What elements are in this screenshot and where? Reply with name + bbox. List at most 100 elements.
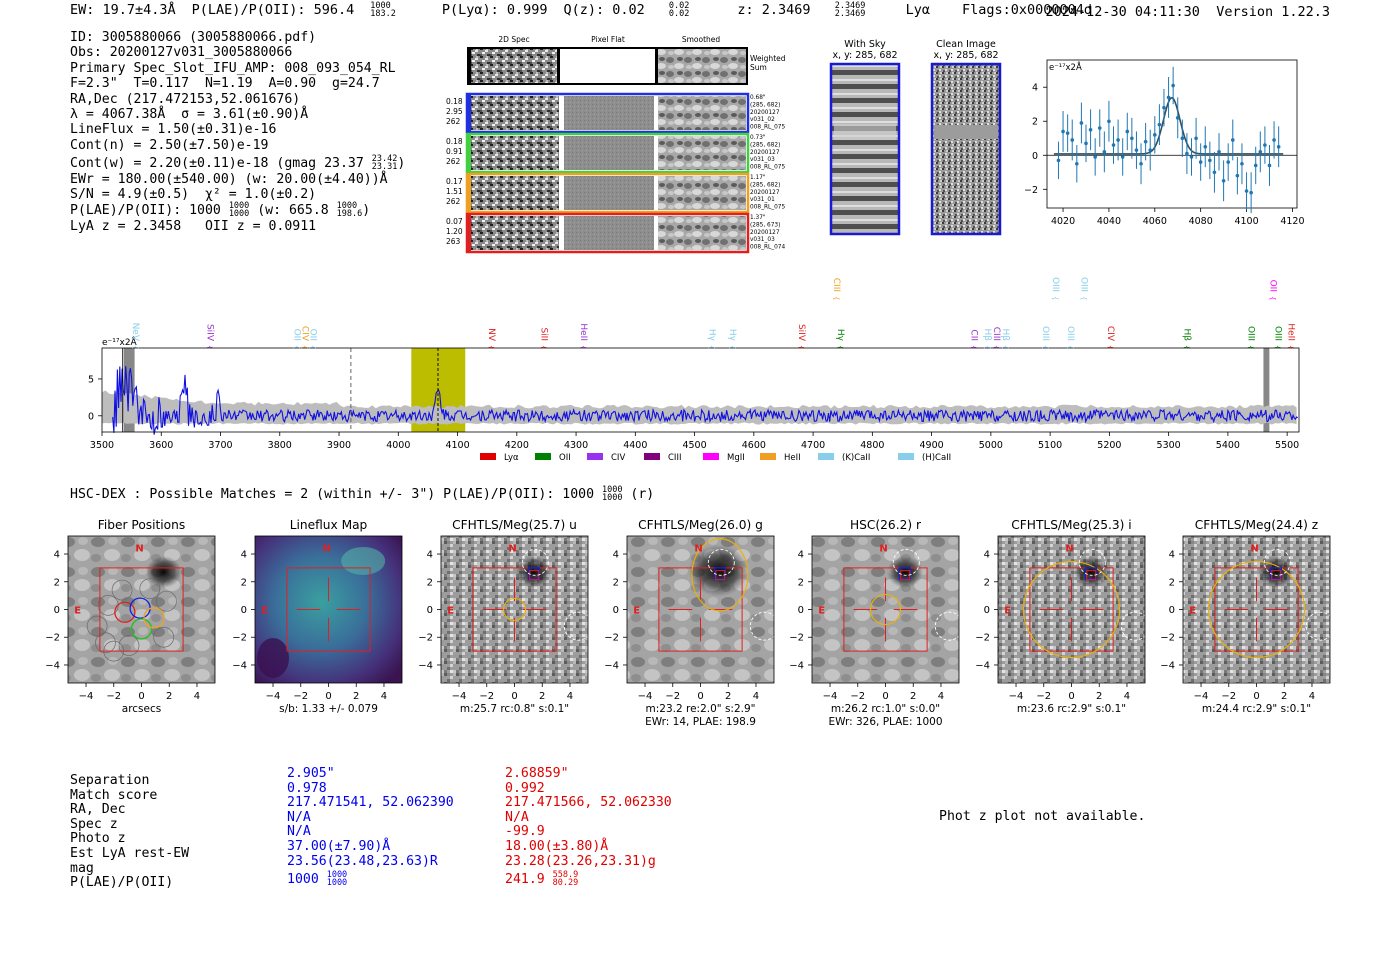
aperture-ellipse	[691, 538, 749, 612]
fiber-circle	[156, 590, 177, 612]
stamp-caption: arcsecs	[122, 703, 161, 715]
legend-swatch	[480, 453, 496, 460]
search-box	[472, 567, 557, 652]
fiber-smoothed	[658, 216, 746, 250]
plya-value: P(Lyα): 0.999	[441, 2, 548, 18]
zoom-xtick-label: 4100	[1234, 216, 1258, 227]
stamp-ytick-label: −2	[45, 633, 60, 644]
zoom-point	[1263, 143, 1267, 147]
fiber-pixel-flat	[564, 136, 654, 170]
spectrum-xtick-label: 5100	[1038, 440, 1062, 451]
info-contn: Cont(n) = 2.50(±7.50)e-19	[70, 137, 269, 153]
stamp-xtick-label: 2	[1096, 691, 1102, 702]
line-label-text: Hγ	[706, 329, 716, 342]
match-label: mag	[70, 860, 94, 876]
fiber-row-note: 008_RL_075	[750, 205, 785, 211]
line-label: OIII {	[1050, 277, 1060, 301]
weighted-sum-row: Weighted Sum	[467, 47, 786, 85]
catalog-circle	[521, 548, 549, 576]
stamp-title: CFHTLS/Meg(25.7) u	[452, 518, 577, 532]
line-label-brace: {	[836, 345, 844, 349]
stamp-xtick-label: 2	[166, 691, 172, 702]
zoom-point	[1157, 122, 1162, 127]
flux-hotspot	[341, 546, 386, 575]
info-id: ID: 3005880066 (3005880066.pdf)	[70, 30, 317, 45]
legend-label: (K)CaII	[842, 453, 870, 463]
zoom-point	[1249, 190, 1253, 195]
stamp-ytick-label: 4	[1169, 550, 1175, 561]
line-label-text: CIII	[831, 278, 841, 292]
stamp-image	[68, 536, 215, 683]
line-label: Hγ {	[706, 329, 716, 350]
line-label-text: Hβ	[1000, 328, 1010, 341]
zoom-point	[1148, 148, 1153, 152]
fiber-row-value: 262	[446, 117, 461, 126]
stamp-ytick-label: 2	[984, 577, 990, 588]
match-value: 37.00(±7.90)Å	[287, 838, 391, 854]
fiber-smoothed	[658, 176, 746, 210]
line-label: SiIV {	[796, 324, 806, 350]
fiber-circle	[118, 635, 140, 656]
search-box	[843, 567, 928, 652]
info-params: F=2.3" T=0.117 N=1.19 A=0.90 g=24.7	[70, 76, 380, 92]
zoom-point	[1272, 138, 1276, 142]
line-label: OIII {	[1079, 277, 1089, 301]
match-value: 2.68859"	[505, 766, 569, 781]
plae-value: P(LAE)/P(OII): 596.4 1000 183.2	[191, 1, 396, 19]
version: Version 1.22.3	[1216, 4, 1330, 20]
line-label: OII {	[292, 329, 302, 350]
fiber-circle	[111, 579, 133, 601]
zoom-point	[1125, 129, 1130, 134]
search-box	[658, 567, 743, 652]
line-label-text: HeII	[1285, 323, 1295, 341]
source-blob	[1072, 556, 1109, 589]
zoom-point	[1134, 148, 1139, 152]
spectrum-flux-line	[112, 366, 1299, 435]
line-label-text: HeII	[578, 323, 588, 341]
fiber-row-note: v031_03	[750, 237, 775, 243]
stamp-xtick-label: 2	[1281, 691, 1287, 702]
compass-e: E	[74, 606, 81, 617]
match-plae: 241.9 558.9 80.29	[505, 870, 579, 889]
stamp-image	[998, 536, 1145, 683]
zoom-point	[1093, 155, 1097, 159]
z-value: z: 2.3469 2.3469 2.3469 Lyα	[737, 1, 930, 19]
legend-swatch	[703, 453, 719, 460]
line-label-brace: {	[300, 345, 308, 349]
stamp-ytick-label: −4	[604, 660, 619, 671]
spectrum-axes-frame	[101, 347, 1300, 433]
stamp-ytick-label: 4	[427, 550, 433, 561]
stamp-image	[1183, 536, 1330, 683]
zoom-point	[1230, 138, 1235, 142]
zoom-point	[1217, 150, 1221, 154]
withsky-image	[829, 62, 901, 236]
compass-e: E	[261, 606, 268, 617]
clean-title: Clean Image	[936, 39, 996, 50]
line-label: NeV {	[130, 323, 140, 350]
line-label: CIV {	[299, 326, 309, 350]
fiber-row-value: 262	[446, 197, 461, 206]
ew-value: EW: 19.7±4.3Å	[70, 2, 176, 18]
compass-e: E	[633, 606, 640, 617]
stamp-caption-2: EWr: 326, PLAE: 1000	[828, 716, 942, 728]
line-label: OIII {	[1065, 326, 1075, 350]
match-column-2: 2.68859" 0.992 217.471566, 52.062330 N/A -99…	[505, 766, 672, 889]
spectrum-xtick-label: 4200	[505, 440, 529, 451]
stamp-caption: m:25.7 rc:0.8" s:0.1"	[460, 703, 569, 715]
stamp-ytick-label: −2	[975, 633, 990, 644]
zoom-point	[1212, 170, 1217, 175]
match-value: 217.471566, 52.062330	[505, 795, 672, 811]
fiber-row-note: (285, 673)	[750, 222, 780, 228]
line-label-text: OII	[1268, 280, 1278, 292]
fiber-row-note: 008_RL_074	[750, 245, 785, 251]
zoom-xtick-label: 4040	[1097, 216, 1121, 227]
fiber-row-note: v031_02	[750, 117, 775, 123]
compass-n: N	[879, 543, 887, 554]
line-label: HeII {	[578, 323, 588, 349]
stamp-ytick-label: 0	[798, 605, 804, 616]
search-box	[286, 567, 371, 652]
line-label-text: CIV	[1105, 326, 1115, 342]
